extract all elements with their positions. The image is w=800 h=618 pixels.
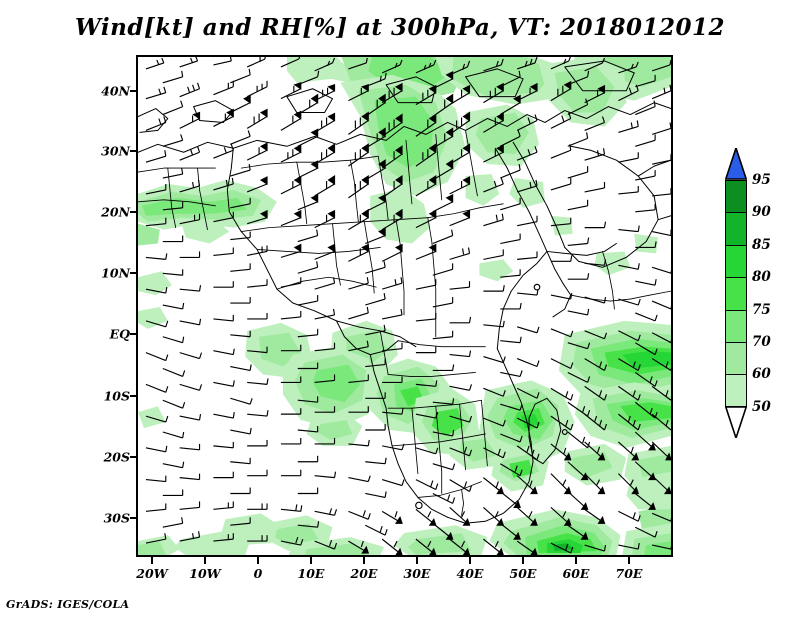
y-tick-mark [130,517,137,519]
map-plot-area[interactable] [136,55,673,557]
colorbar-segment-75-80[interactable] [725,277,747,310]
y-tick-mark [130,456,137,458]
x-tick-label: 60E [562,566,590,581]
y-tick-label: 10S [103,388,130,404]
coastline-border-layer [138,60,671,524]
colorbar-tick-label-70: 70 [752,334,771,350]
y-tick-mark [130,150,137,152]
x-tick-mark [575,557,577,564]
y-tick-label: 30S [103,510,130,526]
x-tick-mark [257,557,259,564]
y-axis: 40N 30N 20N 10N EQ 10S 20S 30S [84,0,130,618]
x-tick-mark [204,557,206,564]
y-tick-label: EQ [109,326,130,342]
y-tick-label: 20N [101,204,130,220]
x-tick-mark [363,557,365,564]
x-tick-label: 0 [253,566,263,581]
colorbar-tick-label-85: 85 [752,237,771,253]
y-tick-mark [130,333,137,335]
colorbar-segment-80-85[interactable] [725,244,747,278]
map-svg [138,57,671,555]
wind-barb-layer [145,57,671,555]
colorbar-tick-label-90: 90 [752,204,771,220]
y-tick-mark [130,395,137,397]
x-tick-label: 40E [456,566,484,581]
y-tick-label: 40N [101,83,130,99]
colorbar-tick-label-95: 95 [752,172,771,188]
x-tick-mark [522,557,524,564]
colorbar-segment-90-95[interactable] [725,180,747,213]
x-tick-label: 10W [189,566,221,581]
y-tick-mark [130,90,137,92]
x-tick-label: 20E [350,566,378,581]
x-tick-mark [416,557,418,564]
colorbar-segment-70-75[interactable] [725,309,747,342]
x-tick-label: 30E [403,566,431,581]
x-tick-mark [628,557,630,564]
colorbar-tick-label-80: 80 [752,269,771,285]
x-tick-mark [151,557,153,564]
y-tick-label: 30N [101,143,130,159]
x-tick-label: 10E [297,566,325,581]
colorbar-extend-high-arrow [725,148,747,180]
x-tick-mark [469,557,471,564]
colorbar-tick-label-60: 60 [752,366,771,382]
colorbar-segment-85-90[interactable] [725,212,747,245]
x-tick-label: 50E [509,566,537,581]
x-tick-mark [310,557,312,564]
y-tick-mark [130,272,137,274]
y-tick-label: 10N [101,265,130,281]
colorbar-segment-60-70[interactable] [725,342,747,375]
y-tick-mark [130,211,137,213]
y-tick-label: 20S [103,449,130,465]
grads-credit: GrADS: IGES/COLA [6,598,130,611]
colorbar[interactable] [725,180,747,439]
colorbar-tick-label-75: 75 [752,302,771,318]
colorbar-segment-50-60[interactable] [725,374,747,407]
rh-shading-layer [138,57,671,555]
x-tick-label: 20W [136,566,168,581]
colorbar-tick-label-50: 50 [752,399,771,415]
colorbar-extend-low-arrow [725,406,747,438]
x-tick-label: 70E [615,566,643,581]
x-axis: 20W 10W 0 10E 20E 30E 40E 50E 60E 70E [0,566,800,586]
page-title: Wind[kt] and RH[%] at 300hPa, VT: 201801… [74,14,726,41]
